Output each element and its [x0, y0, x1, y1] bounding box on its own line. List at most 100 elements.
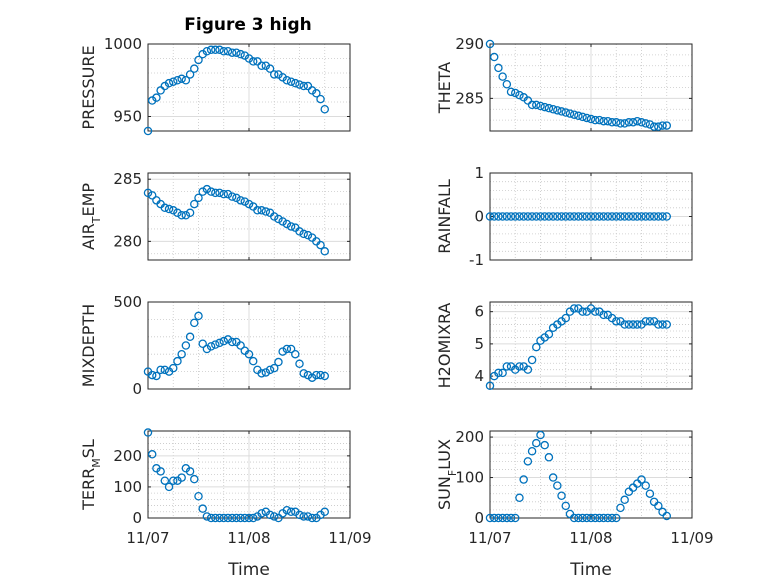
data-point [202, 184, 212, 194]
data-point [211, 188, 220, 198]
y-tick-label: 285 [113, 170, 142, 188]
data-point [160, 365, 170, 375]
data-point [240, 51, 250, 60]
data-point [565, 212, 575, 221]
data-point [244, 513, 254, 523]
data-point [662, 320, 672, 329]
data-point [620, 212, 629, 221]
data-point [590, 513, 600, 523]
data-point [147, 450, 157, 459]
data-point [253, 206, 262, 215]
data-point [519, 475, 528, 484]
data-point [578, 307, 587, 316]
data-point [257, 509, 266, 518]
data-point [282, 344, 292, 354]
data-point [223, 189, 233, 199]
data-point [527, 212, 537, 221]
data-point [236, 513, 245, 523]
y-axis-label: THETA [435, 62, 454, 114]
figure-title: Figure 3 high [184, 15, 312, 35]
data-point [624, 320, 634, 329]
data-point [312, 370, 321, 380]
data-point [303, 81, 313, 91]
data-point [147, 370, 157, 380]
data-point [274, 513, 283, 523]
data-point [143, 428, 153, 437]
data-point [286, 222, 296, 231]
x-tick-label: 11/08 [227, 529, 270, 547]
data-point [227, 48, 237, 57]
data-point [177, 473, 186, 482]
data-point [320, 247, 329, 256]
y-axis-label: H2OMIXRA [435, 303, 454, 389]
data-point [168, 363, 178, 373]
data-point [181, 211, 191, 220]
data-point [211, 513, 220, 523]
data-point [173, 356, 182, 366]
data-point [624, 212, 634, 221]
data-point [557, 491, 566, 500]
data-point [607, 513, 617, 523]
data-point [616, 503, 625, 513]
data-point [152, 371, 161, 381]
y-axis-label-main: RAINFALL [435, 179, 454, 254]
data-point [291, 78, 300, 88]
data-point [616, 212, 625, 221]
data-point [489, 52, 499, 62]
data-point [536, 101, 545, 111]
data-point [662, 511, 672, 521]
data-point [227, 192, 237, 201]
data-point [607, 212, 617, 221]
data-point [194, 311, 203, 321]
x-tick-label: 11/09 [670, 529, 713, 547]
data-point [160, 476, 170, 485]
data-point [164, 482, 174, 492]
data-point [299, 81, 308, 91]
data-point [232, 513, 241, 523]
data-point [590, 307, 600, 316]
data-point [637, 212, 646, 221]
data-point [257, 369, 266, 378]
data-point [574, 111, 583, 121]
data-point [485, 39, 495, 49]
data-point [282, 219, 292, 229]
y-axis-label-rest: SL [79, 439, 98, 458]
data-point [641, 212, 650, 221]
panel-air_temp: 280 285 AIRTEMP [79, 170, 351, 261]
y-axis-label: MIXDEPTH [79, 304, 98, 387]
data-point [544, 453, 554, 462]
data-point [257, 61, 266, 71]
data-point [582, 212, 592, 221]
data-point [548, 473, 558, 482]
data-point [219, 47, 228, 56]
data-point [586, 114, 596, 124]
y-tick-label: 6 [474, 303, 484, 321]
data-point [616, 119, 625, 128]
data-point [578, 112, 587, 122]
data-point [269, 212, 279, 221]
data-point [236, 196, 245, 205]
data-point [506, 212, 516, 221]
data-point [494, 63, 503, 73]
data-point [185, 467, 195, 476]
data-point [295, 510, 304, 520]
data-point [295, 227, 304, 236]
data-point [274, 70, 283, 79]
y-axis-label-sub: T [90, 216, 103, 224]
panel-h2omixra: 4 5 6 H2OMIXRA [435, 301, 693, 391]
y-tick-label: -1 [469, 251, 484, 269]
data-point [240, 197, 250, 206]
data-point [654, 320, 663, 329]
data-point [261, 207, 271, 216]
data-point [523, 457, 533, 466]
data-point [185, 332, 195, 342]
y-axis-label: AIRTEMP [79, 183, 103, 250]
data-point [278, 73, 287, 82]
data-point [215, 513, 224, 523]
data-point [569, 212, 579, 221]
y-tick-label: 0 [132, 509, 142, 527]
data-point [198, 339, 207, 349]
data-point [612, 317, 621, 326]
data-point [494, 212, 503, 221]
data-point [599, 212, 608, 221]
